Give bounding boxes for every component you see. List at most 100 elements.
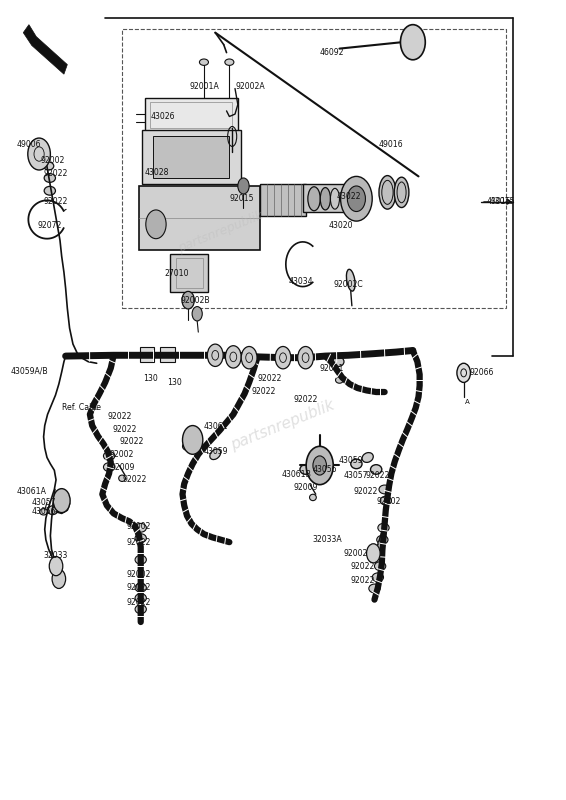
Bar [170,254,208,292]
Ellipse shape [333,357,344,366]
Text: 92002A: 92002A [235,82,265,91]
Ellipse shape [135,534,147,542]
Circle shape [49,557,63,576]
Ellipse shape [210,449,221,459]
Bar [260,184,306,216]
Bar [175,258,203,288]
Text: 43028: 43028 [145,168,169,177]
Circle shape [348,186,366,211]
Ellipse shape [44,186,55,195]
Text: 92009: 92009 [293,483,318,492]
Text: 92022: 92022 [43,170,67,178]
Text: 27010: 27010 [165,270,189,278]
Text: 92022: 92022 [113,425,137,434]
Circle shape [400,25,425,60]
Circle shape [28,138,50,170]
Bar [161,347,174,362]
Ellipse shape [300,465,311,474]
Ellipse shape [336,377,344,383]
Ellipse shape [351,459,362,469]
Circle shape [192,306,202,321]
Circle shape [225,346,241,368]
Ellipse shape [320,187,331,210]
Text: 43056: 43056 [32,507,56,516]
Ellipse shape [308,186,320,210]
Ellipse shape [395,177,409,207]
Ellipse shape [372,573,384,582]
Circle shape [306,446,333,485]
Text: 43061: 43061 [204,422,229,431]
Circle shape [207,344,223,366]
Bar [122,29,506,308]
Text: 92022: 92022 [351,562,375,571]
Ellipse shape [135,583,147,592]
Ellipse shape [135,523,147,532]
Text: 92022: 92022 [108,412,132,422]
Ellipse shape [379,485,391,494]
Text: 92022: 92022 [122,475,147,484]
Text: 92002: 92002 [40,156,65,165]
Text: 92001: 92001 [320,363,344,373]
Text: 92022: 92022 [293,394,318,404]
Text: 43059: 43059 [338,456,363,465]
Bar [153,137,229,178]
Bar [142,130,241,184]
Text: Ref. Cable: Ref. Cable [62,403,101,413]
Circle shape [341,176,372,221]
Circle shape [52,570,66,589]
Text: 92002: 92002 [376,497,401,506]
Circle shape [182,426,203,454]
Text: 43022: 43022 [337,192,361,201]
Text: 43056: 43056 [313,465,337,474]
Circle shape [313,456,327,475]
Text: 92022: 92022 [354,487,378,496]
Ellipse shape [182,442,191,450]
Text: —43015: —43015 [482,198,514,206]
Ellipse shape [362,453,374,462]
Text: 92002: 92002 [126,522,151,530]
Circle shape [241,346,257,369]
Text: 92002: 92002 [109,450,134,459]
Text: 43061B: 43061B [281,470,311,478]
Circle shape [457,363,470,382]
Circle shape [146,210,166,238]
Text: 92015: 92015 [229,194,254,203]
Text: 92022: 92022 [252,386,276,396]
Text: 92072: 92072 [37,222,62,230]
Text: 49006: 49006 [16,140,41,149]
Ellipse shape [369,584,380,593]
Bar [145,98,238,133]
Ellipse shape [380,496,392,505]
Text: A: A [465,398,470,405]
Text: 92022: 92022 [119,437,144,446]
Circle shape [298,346,314,369]
Ellipse shape [119,475,126,482]
Text: 92066: 92066 [469,367,494,377]
Text: 43061A: 43061A [16,487,46,496]
Circle shape [182,291,194,309]
Polygon shape [23,25,67,74]
Text: 46092: 46092 [320,48,344,57]
Text: 43034: 43034 [289,278,313,286]
Ellipse shape [104,451,115,460]
Text: 92022: 92022 [126,598,151,606]
Text: 130: 130 [168,378,182,387]
Ellipse shape [346,270,355,291]
Text: 43015: 43015 [486,198,511,206]
Text: 43057: 43057 [32,498,56,506]
Ellipse shape [40,509,48,515]
Text: 92002: 92002 [126,570,151,578]
Ellipse shape [44,162,54,170]
Ellipse shape [371,465,382,474]
Text: 92022: 92022 [351,576,375,585]
Text: partsnrepublik: partsnrepublik [229,398,337,454]
Text: 92022: 92022 [126,538,151,546]
Text: 92022: 92022 [366,471,391,480]
Circle shape [53,489,70,513]
Text: 92009: 92009 [111,462,135,471]
Ellipse shape [310,494,316,501]
Circle shape [238,178,249,194]
Text: 32033: 32033 [43,551,67,560]
Bar [303,184,351,212]
Text: 130: 130 [144,374,158,383]
